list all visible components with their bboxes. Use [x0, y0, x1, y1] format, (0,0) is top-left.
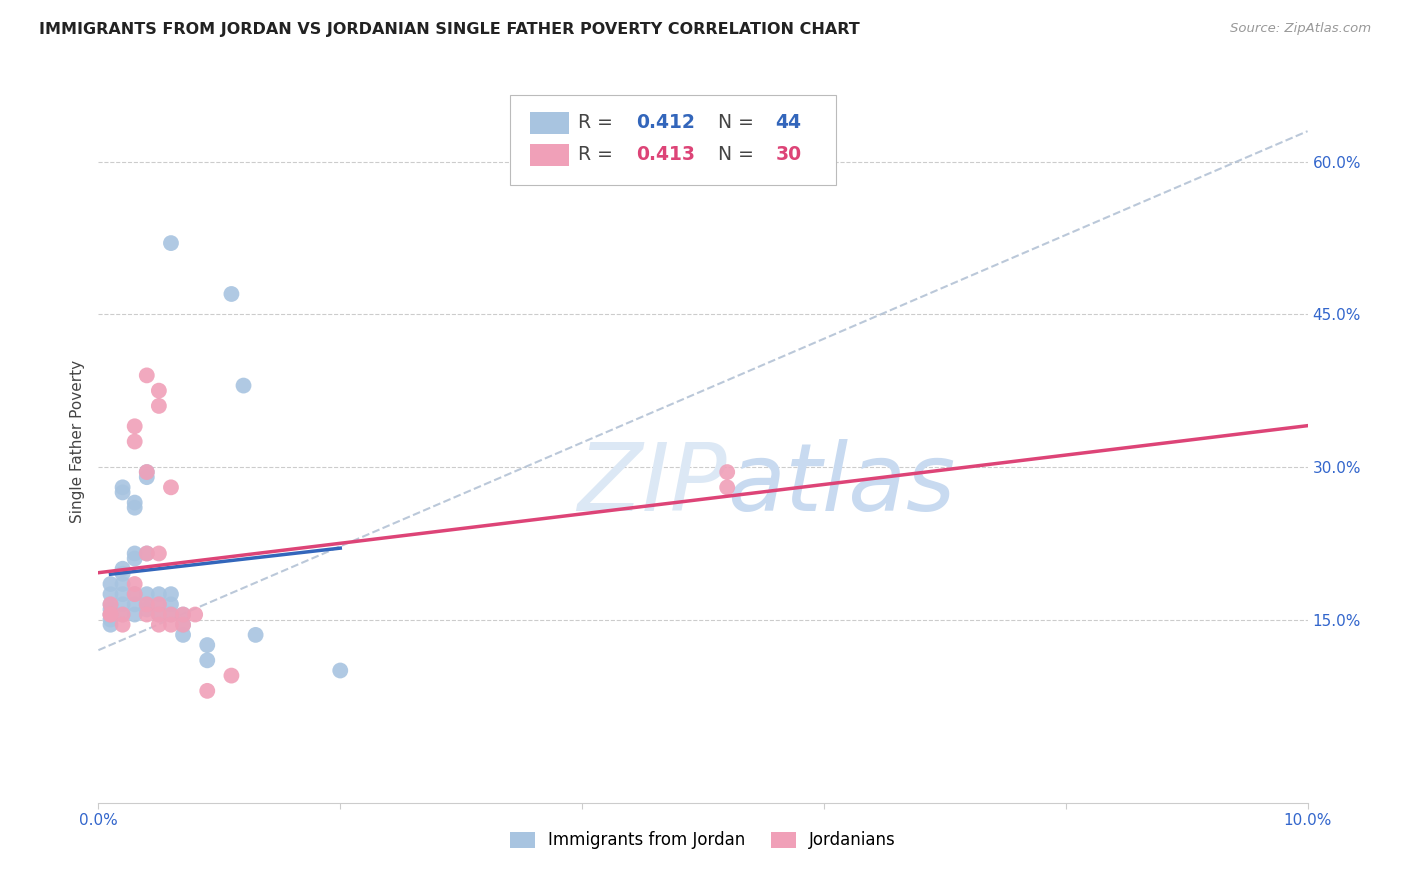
Point — [160, 617, 183, 632]
Point — [100, 602, 122, 616]
FancyBboxPatch shape — [509, 95, 837, 185]
Point — [135, 546, 157, 560]
Point — [160, 587, 183, 601]
FancyBboxPatch shape — [530, 112, 569, 134]
Point — [172, 607, 194, 622]
Point — [148, 607, 170, 622]
Point — [135, 470, 157, 484]
Point — [100, 598, 122, 612]
Y-axis label: Single Father Poverty: Single Father Poverty — [70, 360, 86, 523]
Point — [100, 587, 122, 601]
Point — [148, 598, 170, 612]
FancyBboxPatch shape — [530, 144, 569, 166]
Text: R =: R = — [578, 145, 619, 164]
Point — [111, 607, 134, 622]
Point — [148, 399, 170, 413]
Point — [221, 287, 243, 301]
Point — [111, 566, 134, 581]
Point — [100, 613, 122, 627]
Point — [148, 617, 170, 632]
Point — [135, 368, 157, 383]
Point — [160, 607, 183, 622]
Point — [148, 587, 170, 601]
Point — [195, 653, 218, 667]
Text: 0.413: 0.413 — [637, 145, 696, 164]
Point — [111, 562, 134, 576]
Point — [195, 684, 218, 698]
Point — [232, 378, 254, 392]
Point — [135, 465, 157, 479]
Point — [124, 546, 146, 560]
Point — [716, 465, 738, 479]
Point — [148, 598, 170, 612]
Point — [100, 607, 122, 622]
Point — [124, 598, 146, 612]
Point — [172, 617, 194, 632]
Point — [135, 465, 157, 479]
Point — [160, 598, 183, 612]
Point — [111, 607, 134, 622]
Point — [245, 628, 267, 642]
Point — [172, 628, 194, 642]
Text: IMMIGRANTS FROM JORDAN VS JORDANIAN SINGLE FATHER POVERTY CORRELATION CHART: IMMIGRANTS FROM JORDAN VS JORDANIAN SING… — [39, 22, 860, 37]
Point — [124, 419, 146, 434]
Point — [160, 607, 183, 622]
Point — [100, 607, 122, 622]
Point — [160, 480, 183, 494]
Point — [111, 587, 134, 601]
Point — [124, 587, 146, 601]
Point — [111, 598, 134, 612]
Point — [124, 495, 146, 509]
Text: N =: N = — [717, 113, 759, 132]
Point — [135, 598, 157, 612]
Point — [221, 668, 243, 682]
Point — [100, 607, 122, 622]
Text: ZIP: ZIP — [578, 440, 727, 531]
Text: 44: 44 — [776, 113, 801, 132]
Text: 0.412: 0.412 — [637, 113, 696, 132]
Text: R =: R = — [578, 113, 619, 132]
Point — [111, 485, 134, 500]
Point — [111, 577, 134, 591]
Point — [148, 607, 170, 622]
Point — [195, 638, 218, 652]
Point — [172, 607, 194, 622]
Point — [124, 577, 146, 591]
Point — [148, 384, 170, 398]
Point — [135, 598, 157, 612]
Point — [100, 617, 122, 632]
Point — [111, 617, 134, 632]
Point — [329, 664, 352, 678]
Point — [124, 587, 146, 601]
Text: atlas: atlas — [727, 440, 956, 531]
Point — [135, 602, 157, 616]
Point — [172, 617, 194, 632]
Legend: Immigrants from Jordan, Jordanians: Immigrants from Jordan, Jordanians — [503, 824, 903, 856]
Point — [716, 480, 738, 494]
Point — [135, 546, 157, 560]
Text: N =: N = — [717, 145, 759, 164]
Point — [100, 577, 122, 591]
Point — [124, 551, 146, 566]
Point — [100, 598, 122, 612]
Text: Source: ZipAtlas.com: Source: ZipAtlas.com — [1230, 22, 1371, 36]
Point — [111, 480, 134, 494]
Point — [135, 607, 157, 622]
Point — [124, 607, 146, 622]
Point — [160, 236, 183, 251]
Point — [148, 546, 170, 560]
Point — [135, 587, 157, 601]
Point — [184, 607, 207, 622]
Point — [124, 500, 146, 515]
Text: 30: 30 — [776, 145, 801, 164]
Point — [124, 434, 146, 449]
